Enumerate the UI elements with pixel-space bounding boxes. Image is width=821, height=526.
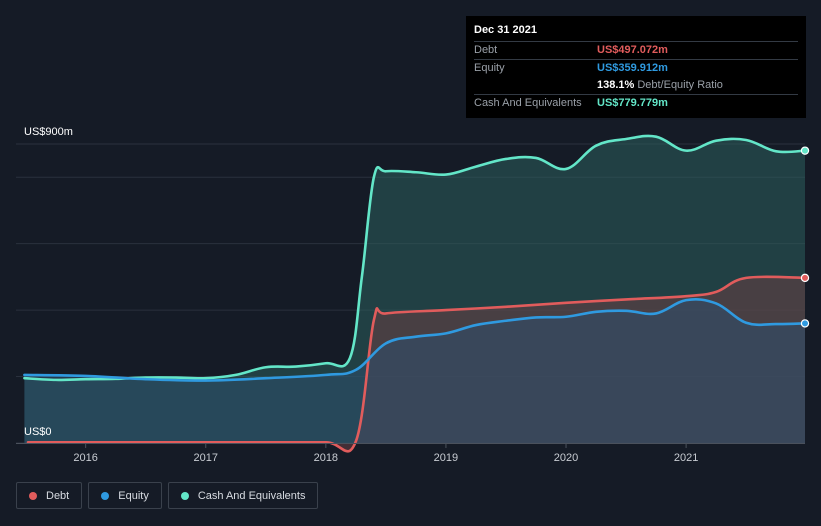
axes [16,443,805,448]
chart-legend: Debt Equity Cash And Equivalents [16,482,324,509]
endpoint-equity [800,319,810,328]
tooltip-debt-value: US$497.072m [597,44,668,56]
tooltip-cash-label: Cash And Equivalents [474,97,582,109]
area-equity [24,299,806,443]
tooltip-date: Dec 31 2021 [474,24,537,36]
tooltip-equity-value: US$359.912m [597,62,668,74]
tooltip-debt-label: Debt [474,44,498,56]
series-areas [24,135,806,452]
cash-dot-icon [180,491,189,500]
line-debt [26,275,807,453]
equity-dot-icon [101,491,110,500]
series-lines [23,134,810,453]
legend-cash-label: Cash And Equivalents [197,489,306,502]
tooltip-equity-label: Equity [474,62,505,74]
legend-debt-label: Debt [46,489,70,502]
x-tick-label-2021: 2021 [674,452,698,464]
tooltip-row-equity: Equity US$359.912m [474,59,798,77]
endpoint-cash-and-equivalents [800,146,810,155]
y-zero-label: US$0 [24,426,52,438]
debt-dot-icon [29,491,37,500]
data-tooltip: Dec 31 2021 Debt US$497.072m Equity US$3… [466,16,806,118]
legend-item-cash[interactable]: Cash And Equivalents [167,482,319,509]
x-tick-label-2019: 2019 [434,452,458,464]
legend-equity-label: Equity [118,489,149,502]
line-equity [23,298,807,382]
legend-item-equity[interactable]: Equity [88,482,162,509]
x-tick-label-2016: 2016 [73,452,97,464]
tooltip-row-ratio: 138.1% Debt/Equity Ratio [474,77,798,94]
x-tick-label-2020: 2020 [554,452,578,464]
axis-labels: 2016 2017 2018 2019 2020 2021 US$900m US$0 [24,126,698,464]
x-tick-label-2018: 2018 [314,452,338,464]
tooltip-row-cash: Cash And Equivalents US$779.779m [474,94,798,112]
tooltip-ratio-value: 138.1% [597,79,635,91]
line-cash-and-equivalents [23,134,807,382]
tooltip-ratio-label: Debt/Equity Ratio [637,79,723,91]
tooltip-cash-value: US$779.779m [597,97,668,109]
y-top-label: US$900m [24,126,73,138]
x-tick-label-2017: 2017 [194,452,218,464]
endpoint-debt [800,273,810,283]
legend-item-debt[interactable]: Debt [16,482,83,509]
tooltip-row-debt: Debt US$497.072m [474,41,798,59]
